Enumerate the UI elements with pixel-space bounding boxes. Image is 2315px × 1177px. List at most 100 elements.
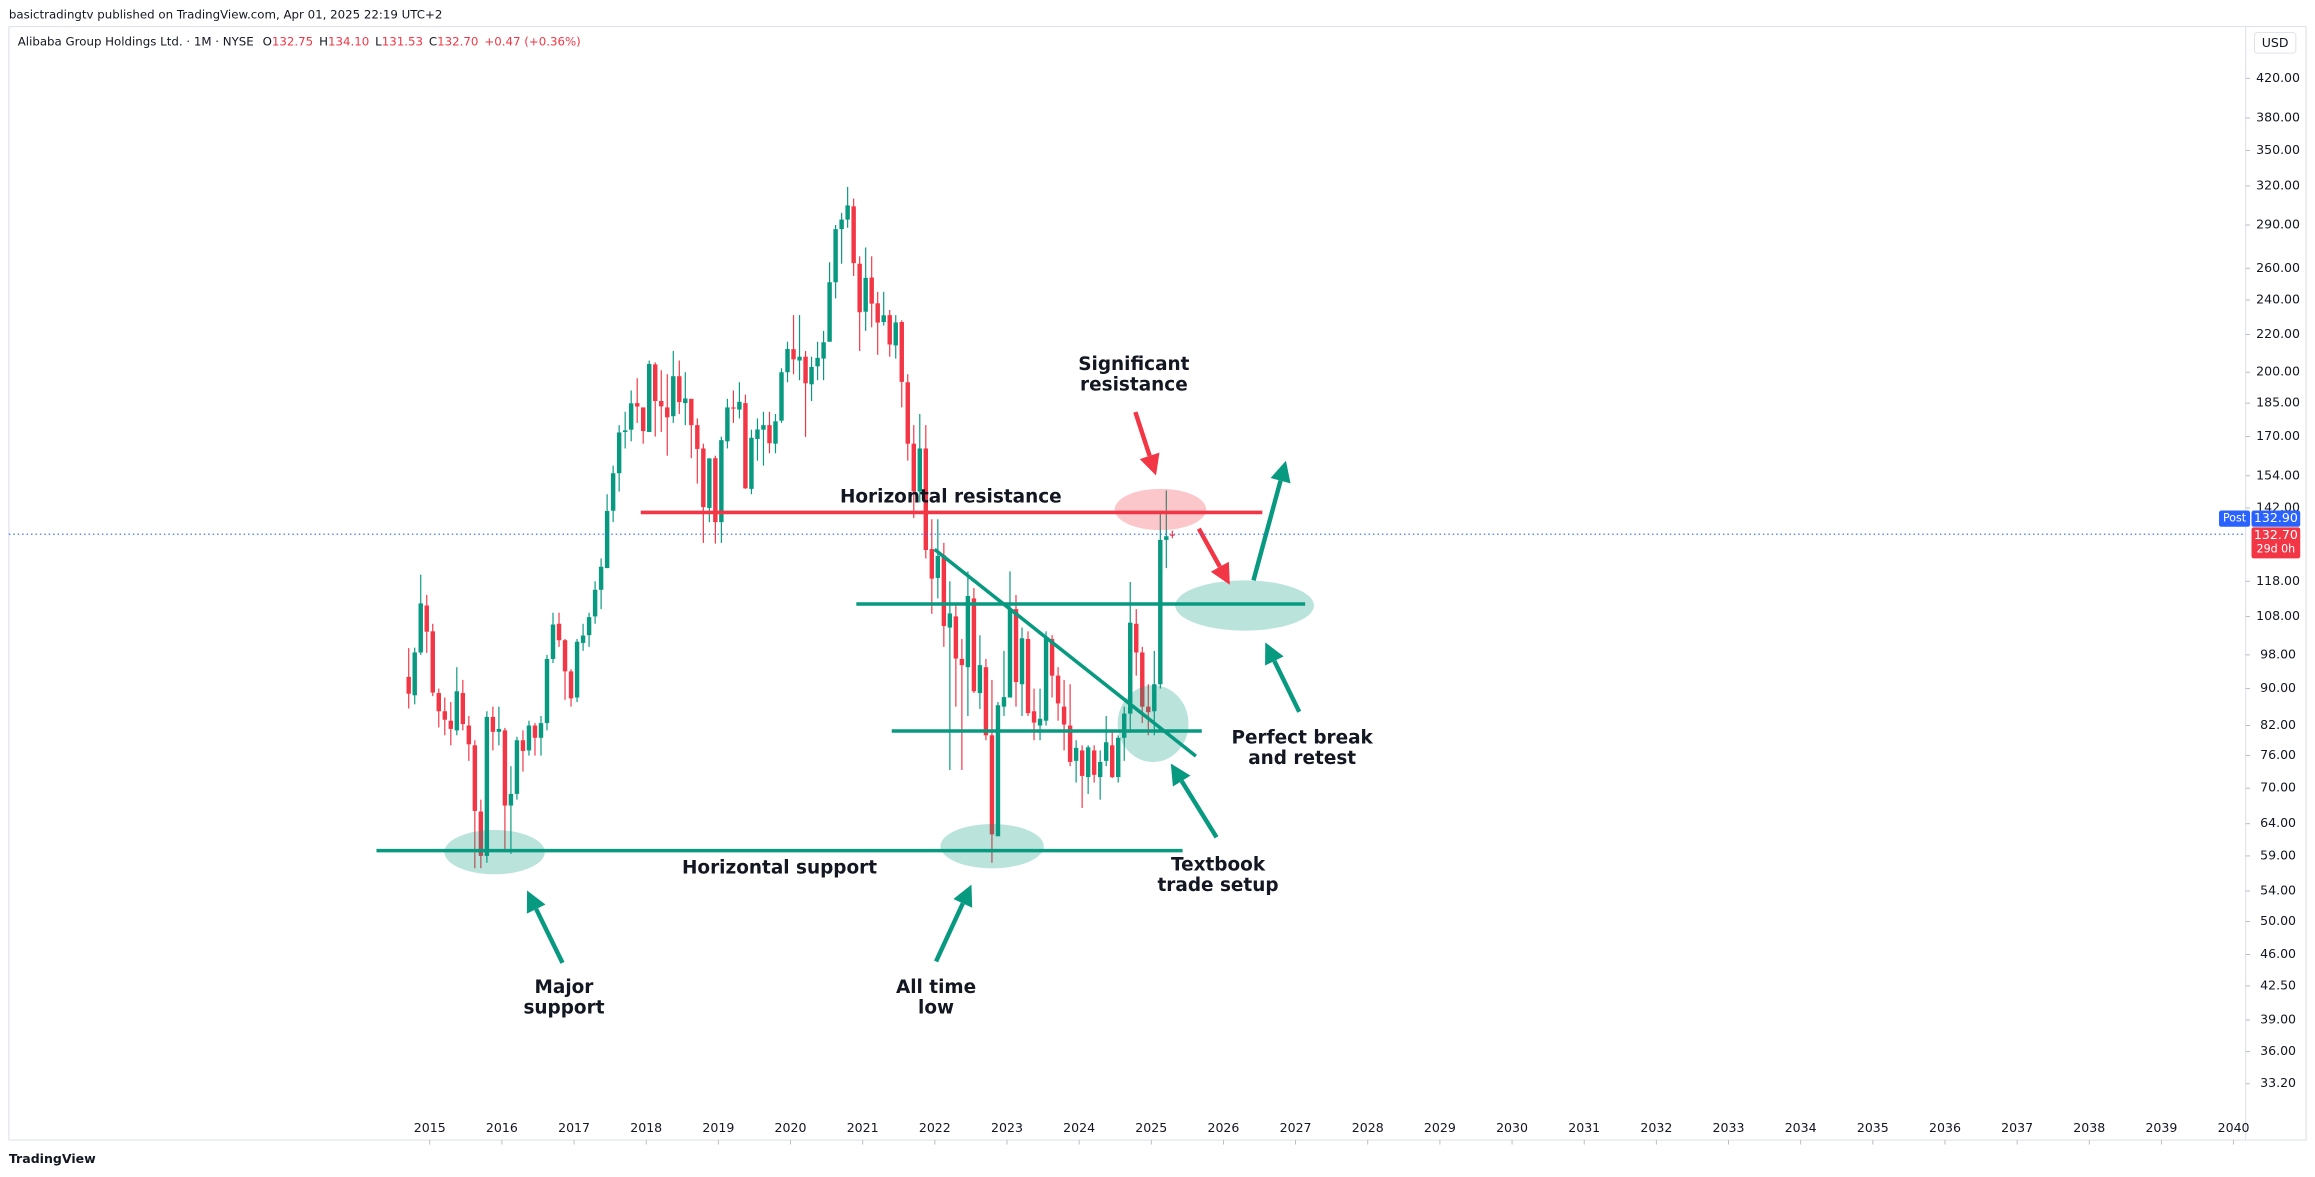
candle-body <box>1031 711 1037 723</box>
x-tick-label: 2015 <box>414 1120 446 1135</box>
x-tick-label: 2017 <box>558 1120 590 1135</box>
y-tick-label: 118.00 <box>2256 573 2300 588</box>
candle-body <box>1116 737 1121 778</box>
candle-body <box>418 603 423 653</box>
candle-body <box>556 623 562 641</box>
candle-body <box>965 595 971 668</box>
ohlc-key: O <box>263 34 272 48</box>
post-price-label: 132.90 <box>2254 510 2298 525</box>
annotation: Textbook <box>1171 854 1266 875</box>
change: +0.47 (+0.36%) <box>484 34 580 48</box>
candle-body <box>731 407 736 409</box>
candle-body <box>592 589 598 617</box>
candle-body <box>707 458 712 508</box>
candle-body <box>947 613 953 628</box>
candle-body <box>923 448 929 550</box>
candle-body <box>953 616 959 659</box>
candle-body <box>1146 706 1151 713</box>
candle-body <box>610 473 616 511</box>
candle-body <box>683 398 688 404</box>
candle-body <box>1067 725 1073 762</box>
candle-body <box>863 277 868 312</box>
publisher: basictradingtv published on TradingView.… <box>9 7 443 21</box>
x-tick-label: 2037 <box>2001 1120 2033 1135</box>
candle-body <box>659 400 664 407</box>
candle-body <box>977 665 983 694</box>
x-tick-label: 2019 <box>702 1120 734 1135</box>
x-tick-label: 2032 <box>1640 1120 1672 1135</box>
candle-body <box>598 566 604 590</box>
candle-body <box>586 617 592 636</box>
annotation: support <box>523 998 604 1019</box>
x-tick-label: 2021 <box>847 1120 879 1135</box>
candle-body <box>797 356 802 361</box>
arrow-head <box>526 890 546 914</box>
x-tick-label: 2036 <box>1929 1120 1961 1135</box>
candle-body <box>755 429 760 439</box>
candle-body <box>959 658 965 666</box>
candle-body <box>1122 713 1127 738</box>
candle-body <box>761 425 766 430</box>
x-tick-label: 2020 <box>775 1120 807 1135</box>
candle-body <box>634 403 640 407</box>
annotation: low <box>918 998 954 1019</box>
candle-body <box>442 711 447 720</box>
candle-body <box>725 407 730 442</box>
candle-body <box>695 425 700 449</box>
arrow-shaft <box>1179 779 1219 839</box>
y-tick-label: 200.00 <box>2256 364 2300 379</box>
arrow-head <box>1139 452 1160 476</box>
candle-body <box>665 407 670 418</box>
candle-body <box>893 322 898 346</box>
x-tick-label: 2023 <box>991 1120 1023 1135</box>
arrow-shaft <box>934 902 965 963</box>
candle-body <box>713 458 718 523</box>
annotation: resistance <box>1080 374 1188 395</box>
x-tick-label: 2039 <box>2145 1120 2177 1135</box>
arrow-shaft <box>1251 480 1283 581</box>
candle-body <box>1152 684 1157 712</box>
ohlc-key: L <box>375 34 382 48</box>
y-tick-label: 420.00 <box>2256 70 2300 85</box>
annotation: Perfect break <box>1232 727 1374 748</box>
x-tick-label: 2038 <box>2073 1120 2105 1135</box>
candle-body <box>604 511 610 569</box>
candle-body <box>749 437 754 489</box>
highlight <box>1114 488 1207 531</box>
candle-body <box>532 725 538 738</box>
ohlc-key: H <box>319 34 328 48</box>
candle-body <box>1001 697 1007 707</box>
ohlc-value: 131.53 <box>382 34 423 48</box>
y-tick-label: 33.20 <box>2260 1075 2296 1090</box>
x-tick-label: 2027 <box>1280 1120 1312 1135</box>
candle-body <box>983 667 989 736</box>
candle-body <box>466 725 472 745</box>
y-tick-label: 290.00 <box>2256 217 2300 232</box>
candles <box>406 186 1175 869</box>
candle-body <box>436 693 441 712</box>
candle-body <box>574 641 580 698</box>
candle-body <box>719 440 724 523</box>
candle-body <box>935 555 941 578</box>
y-tick-label: 70.00 <box>2260 780 2296 795</box>
annotation: All time <box>896 977 976 998</box>
x-tick-label: 2022 <box>919 1120 951 1135</box>
candle-body <box>568 671 574 699</box>
candle-body <box>821 342 826 359</box>
candle-body <box>677 376 682 403</box>
x-tick-label: 2040 <box>2218 1120 2250 1135</box>
y-tick-label: 90.00 <box>2260 680 2296 695</box>
drawings <box>376 488 1314 875</box>
candle-body <box>1043 638 1049 721</box>
annotation: trade setup <box>1157 875 1278 896</box>
candle-body <box>1128 622 1133 714</box>
y-tick-label: 185.00 <box>2256 395 2300 410</box>
candle-body <box>845 205 850 220</box>
y-tick-label: 170.00 <box>2256 428 2300 443</box>
candle-body <box>484 716 490 856</box>
arrow-shaft <box>1272 659 1302 713</box>
candle-body <box>839 219 844 230</box>
